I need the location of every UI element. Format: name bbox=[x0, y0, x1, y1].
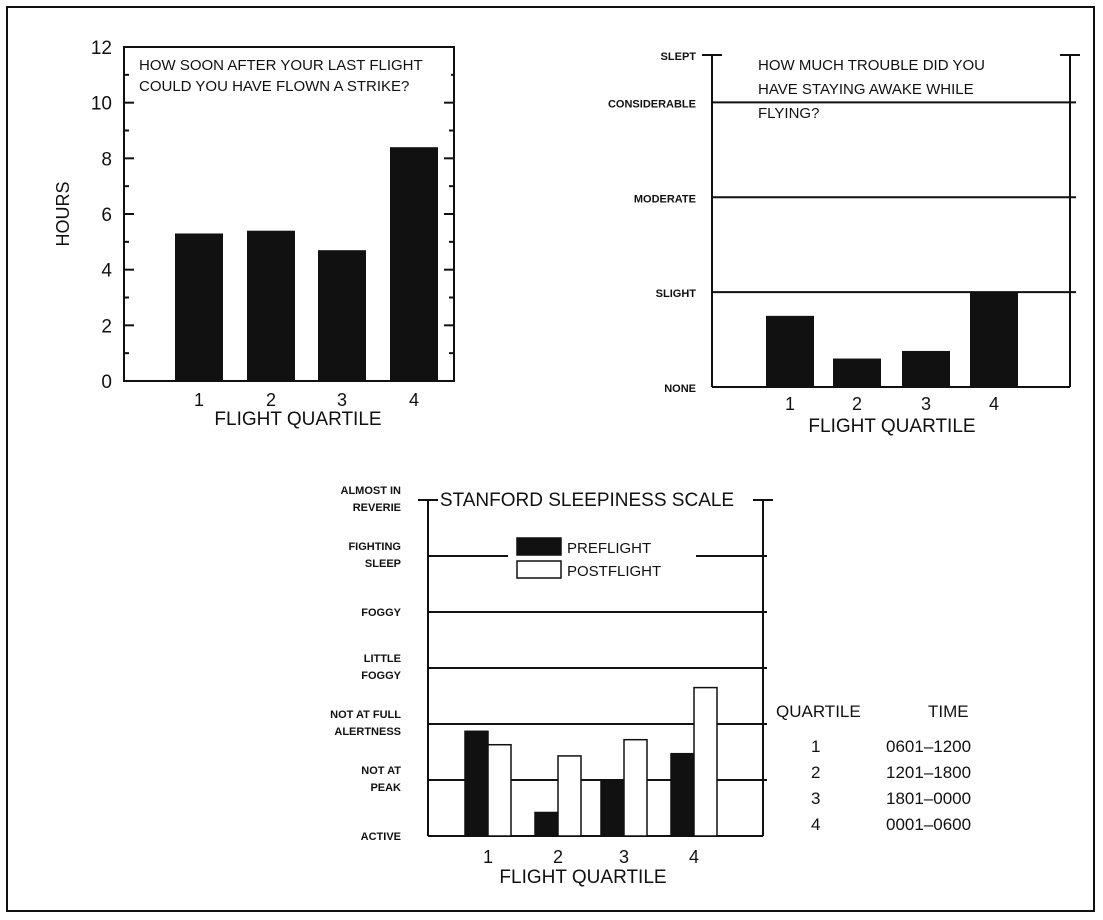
bar-postflight-quartile-3 bbox=[623, 738, 648, 837]
table-cell-time: 0001–0600 bbox=[886, 815, 971, 834]
chart-sleepiness-title: STANFORD SLEEPINESS SCALE bbox=[440, 490, 734, 511]
title-line: HAVE STAYING AWAKE WHILE bbox=[758, 81, 974, 98]
y-tick-label: 2 bbox=[101, 316, 112, 337]
title-line: HOW MUCH TROUBLE DID YOU bbox=[758, 57, 985, 74]
x-tick-label: 3 bbox=[921, 394, 931, 414]
x-tick-label: 2 bbox=[553, 847, 563, 867]
level-label: SLEPT bbox=[661, 51, 697, 63]
bar-quartile-1 bbox=[175, 233, 223, 381]
y-tick-label: 0 bbox=[101, 372, 112, 393]
x-tick-label: 4 bbox=[989, 394, 999, 414]
table-cell-time: 1201–1800 bbox=[886, 763, 971, 782]
bar-preflight-quartile-4 bbox=[670, 752, 695, 837]
y-tick-label: 12 bbox=[91, 38, 112, 59]
chart-sleepiness-x-axis-label: FLIGHT QUARTILE bbox=[499, 867, 666, 888]
x-tick-label: 3 bbox=[337, 390, 347, 410]
level-label: PEAK bbox=[370, 782, 401, 794]
y-tick-label: 10 bbox=[91, 94, 112, 115]
chart-trouble-awake-level-labels: NONE SLIGHT MODERATE CONSIDERABLE SLEPT bbox=[608, 51, 696, 395]
x-tick-label: 4 bbox=[409, 390, 419, 410]
x-tick-label: 1 bbox=[785, 394, 795, 414]
bar-quartile-2 bbox=[247, 230, 295, 381]
level-label: NOT AT bbox=[361, 765, 401, 777]
level-label: ALMOST IN bbox=[341, 485, 402, 497]
table-cell-quartile: 2 bbox=[811, 763, 820, 782]
level-label: NOT AT FULL bbox=[330, 709, 401, 721]
level-label: LITTLE bbox=[364, 653, 401, 665]
x-tick-label: 1 bbox=[194, 390, 204, 410]
chart-sleepiness-legend: PREFLIGHT POSTFLIGHT bbox=[508, 534, 696, 586]
table-header-time: TIME bbox=[928, 702, 969, 721]
table-cell-time: 1801–0000 bbox=[886, 789, 971, 808]
chart-trouble-awake-title: HOW MUCH TROUBLE DID YOU HAVE STAYING AWA… bbox=[758, 57, 985, 122]
level-label: REVERIE bbox=[353, 502, 401, 514]
level-label: SLIGHT bbox=[656, 288, 697, 300]
chart-trouble-awake: NONE SLIGHT MODERATE CONSIDERABLE SLEPT 1 2 3 4… bbox=[608, 51, 1080, 437]
legend-label-postflight: POSTFLIGHT bbox=[567, 563, 661, 580]
figure-frame bbox=[6, 6, 1095, 912]
title-line: HOW SOON AFTER YOUR LAST FLIGHT bbox=[139, 57, 423, 74]
chart-hours-ticks bbox=[124, 46, 454, 382]
chart-sleepiness-level-labels: ACTIVE NOT AT PEAK NOT AT FULL ALERTNESS LITT… bbox=[330, 485, 402, 843]
x-tick-label: 4 bbox=[689, 847, 699, 867]
level-label: ACTIVE bbox=[361, 831, 401, 843]
x-tick-label: 2 bbox=[266, 390, 276, 410]
bar-preflight-quartile-1 bbox=[464, 730, 489, 837]
bar-preflight-quartile-2 bbox=[534, 811, 559, 837]
legend-label-preflight: PREFLIGHT bbox=[567, 540, 651, 557]
title-line: FLYING? bbox=[758, 105, 819, 122]
x-tick-label: 3 bbox=[619, 847, 629, 867]
chart-hours-title: HOW SOON AFTER YOUR LAST FLIGHT COULD YOU… bbox=[137, 50, 451, 98]
bar-quartile-1 bbox=[766, 315, 814, 387]
chart-hours-x-tick-labels: 1 2 3 4 bbox=[194, 390, 419, 410]
bar-quartile-4 bbox=[390, 147, 438, 381]
bar-quartile-2 bbox=[833, 358, 881, 387]
level-label: FOGGY bbox=[361, 670, 401, 682]
bar-postflight-quartile-2 bbox=[557, 755, 582, 837]
level-label: SLEEP bbox=[365, 558, 401, 570]
chart-hours-y-tick-labels: 0 2 4 6 8 10 12 bbox=[91, 38, 113, 393]
table-header-quartile: QUARTILE bbox=[776, 702, 861, 721]
level-label: FOGGY bbox=[361, 607, 401, 619]
chart-sleepiness: ACTIVE NOT AT PEAK NOT AT FULL ALERTNESS LITT… bbox=[330, 485, 773, 888]
chart-trouble-awake-x-axis-label: FLIGHT QUARTILE bbox=[808, 416, 975, 437]
x-tick-label: 2 bbox=[852, 394, 862, 414]
y-tick-label: 8 bbox=[101, 149, 112, 170]
bar-quartile-4 bbox=[970, 292, 1018, 387]
title-line: COULD YOU HAVE FLOWN A STRIKE? bbox=[139, 78, 409, 95]
y-tick-label: 6 bbox=[101, 205, 112, 226]
table-cell-time: 0601–1200 bbox=[886, 737, 971, 756]
bar-quartile-3 bbox=[902, 350, 950, 387]
bar-postflight-quartile-4 bbox=[693, 686, 718, 837]
bar-postflight-quartile-1 bbox=[487, 743, 512, 837]
legend-swatch-preflight bbox=[516, 537, 562, 556]
chart-hours-bars bbox=[175, 147, 438, 381]
table-cell-quartile: 4 bbox=[811, 815, 820, 834]
legend-swatch-postflight bbox=[516, 560, 562, 579]
level-label: MODERATE bbox=[634, 193, 696, 205]
x-tick-label: 1 bbox=[483, 847, 493, 867]
level-label: ALERTNESS bbox=[334, 726, 401, 738]
quartile-time-table: QUARTILE TIME 1 0601–1200 2 1201–1800 3 1801–00… bbox=[776, 702, 971, 834]
bar-preflight-quartile-3 bbox=[600, 779, 625, 837]
bar-quartile-3 bbox=[318, 250, 366, 381]
title-backdrop bbox=[137, 50, 451, 98]
level-label: NONE bbox=[664, 383, 696, 395]
chart-sleepiness-x-tick-labels: 1 2 3 4 bbox=[483, 847, 699, 867]
chart-sleepiness-bars bbox=[464, 686, 718, 837]
table-cell-quartile: 1 bbox=[811, 737, 820, 756]
table-cell-quartile: 3 bbox=[811, 789, 820, 808]
chart-trouble-awake-bars bbox=[766, 292, 1018, 387]
chart-hours-x-axis-label: FLIGHT QUARTILE bbox=[214, 409, 381, 430]
y-tick-label: 4 bbox=[101, 261, 112, 282]
level-label: FIGHTING bbox=[348, 541, 401, 553]
chart-trouble-awake-x-tick-labels: 1 2 3 4 bbox=[785, 394, 999, 414]
level-label: CONSIDERABLE bbox=[608, 98, 696, 110]
title-backdrop bbox=[440, 486, 736, 514]
chart-hours-y-axis-label: HOURS bbox=[53, 181, 73, 246]
